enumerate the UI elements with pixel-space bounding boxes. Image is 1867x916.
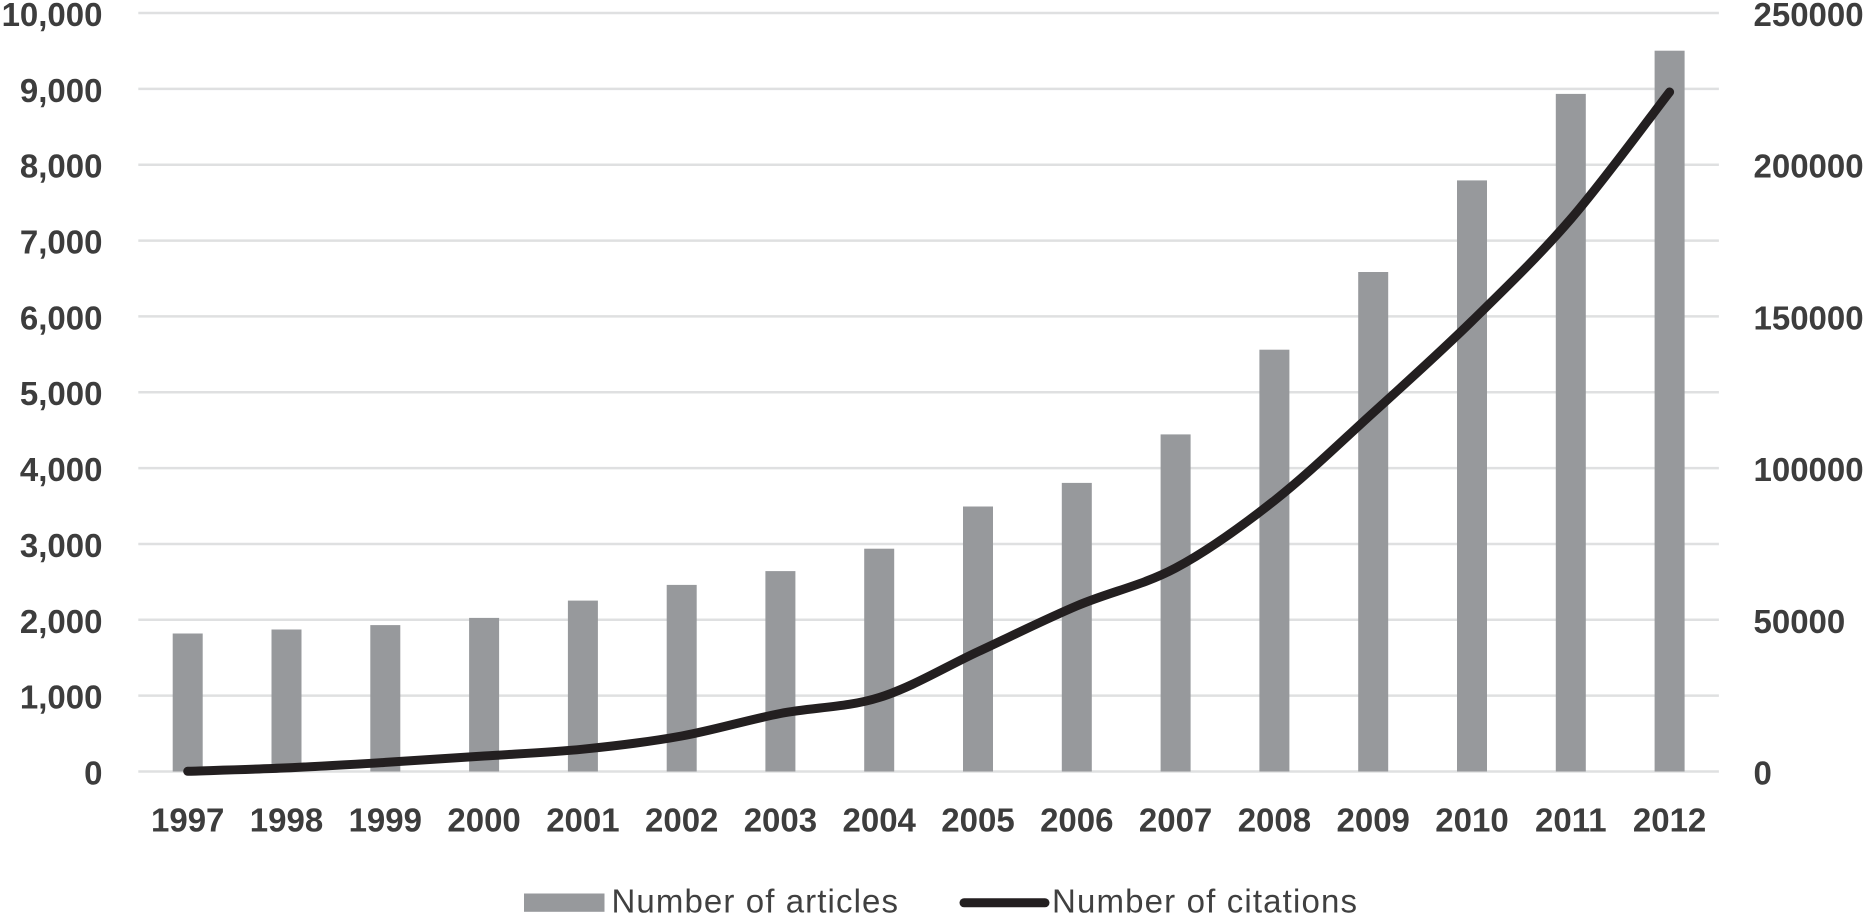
svg-text:2001: 2001 <box>546 802 619 839</box>
svg-text:50000: 50000 <box>1754 603 1846 640</box>
svg-text:200000: 200000 <box>1754 148 1864 185</box>
svg-text:1,000: 1,000 <box>20 679 103 716</box>
svg-text:Number of citations: Number of citations <box>1052 882 1358 916</box>
svg-text:1997: 1997 <box>151 802 224 839</box>
svg-text:2006: 2006 <box>1040 802 1113 839</box>
svg-text:2011: 2011 <box>1535 802 1607 839</box>
svg-text:100000: 100000 <box>1754 451 1864 488</box>
svg-text:2005: 2005 <box>941 802 1014 839</box>
svg-text:1998: 1998 <box>250 802 323 839</box>
svg-text:0: 0 <box>1754 755 1772 792</box>
svg-text:9,000: 9,000 <box>20 72 103 109</box>
svg-text:2002: 2002 <box>645 802 718 839</box>
svg-text:2010: 2010 <box>1435 802 1508 839</box>
svg-text:5,000: 5,000 <box>20 375 103 412</box>
svg-text:2000: 2000 <box>447 802 520 839</box>
svg-text:2003: 2003 <box>744 802 817 839</box>
svg-text:0: 0 <box>84 755 102 792</box>
svg-text:6,000: 6,000 <box>20 299 103 336</box>
svg-text:3,000: 3,000 <box>20 527 103 564</box>
svg-text:2012: 2012 <box>1633 802 1706 839</box>
svg-text:2009: 2009 <box>1336 802 1409 839</box>
svg-text:1999: 1999 <box>349 802 422 839</box>
svg-text:2004: 2004 <box>842 802 916 839</box>
svg-text:2007: 2007 <box>1139 802 1212 839</box>
svg-text:10,000: 10,000 <box>2 0 103 33</box>
svg-text:150000: 150000 <box>1754 299 1864 336</box>
svg-text:2008: 2008 <box>1238 802 1311 839</box>
svg-text:7,000: 7,000 <box>20 224 103 261</box>
svg-text:250000: 250000 <box>1754 0 1864 33</box>
svg-text:Number of articles: Number of articles <box>612 882 900 916</box>
svg-text:2,000: 2,000 <box>20 603 103 640</box>
svg-text:8,000: 8,000 <box>20 148 103 185</box>
svg-text:4,000: 4,000 <box>20 451 103 488</box>
